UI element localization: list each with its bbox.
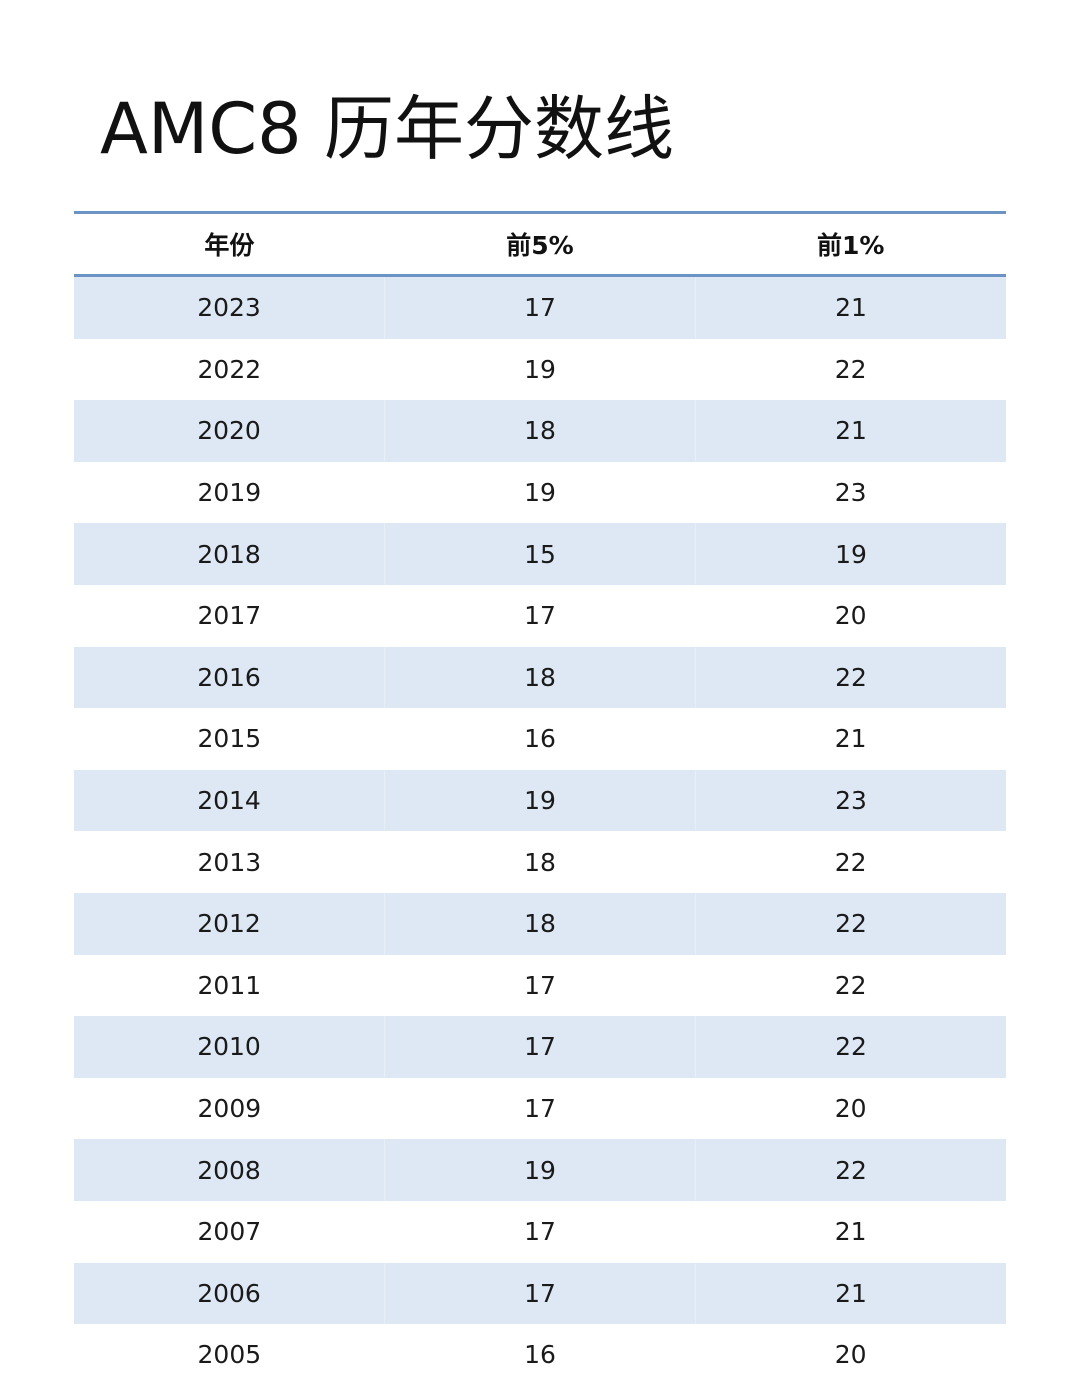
cell-top-5-percent: 17 <box>524 970 556 1000</box>
table-row: 2006 17 21 <box>74 1262 1006 1325</box>
cell-year: 2013 <box>197 847 262 877</box>
table-row: 2005 16 20 <box>74 1324 1006 1386</box>
header-top-5-percent: 前5% <box>506 231 574 260</box>
cell-top-5-percent: 18 <box>384 400 695 462</box>
cell-top-1-percent: 22 <box>695 646 1006 709</box>
table-row: 2023 17 21 <box>74 277 1006 339</box>
table-header: 年份 前5% 前1% <box>74 211 1006 277</box>
table-row: 2010 17 22 <box>74 1016 1006 1078</box>
cell-year: 2022 <box>197 354 262 384</box>
table-row: 2015 16 21 <box>74 708 1006 770</box>
cell-top-5-percent: 17 <box>384 1016 695 1078</box>
table-body: 2023 17 21 2022 19 22 2020 18 21 2019 19 23 2018 15 19… <box>74 277 1006 1386</box>
cell-top-5-percent: 17 <box>524 1094 556 1124</box>
cell-top-1-percent: 23 <box>834 478 867 508</box>
cell-year: 2023 <box>197 293 261 323</box>
cell-top-5-percent: 16 <box>524 724 556 754</box>
cell-year: 2015 <box>197 724 262 754</box>
score-table: 年份 前5% 前1% 2023 17 21 2022 19 22 2020 18 21 2019 1… <box>74 211 1006 1386</box>
cell-top-5-percent: 15 <box>384 523 695 585</box>
cell-top-5-percent: 19 <box>384 769 695 832</box>
cell-year: 2012 <box>197 909 261 939</box>
cell-year: 2005 <box>197 1340 262 1370</box>
cell-year: 2014 <box>197 786 261 816</box>
cell-top-1-percent: 21 <box>834 1217 867 1247</box>
header-year: 年份 <box>204 231 255 260</box>
cell-year: 2020 <box>197 416 261 446</box>
cell-top-5-percent: 18 <box>384 892 695 955</box>
table-row: 2009 17 20 <box>74 1078 1006 1140</box>
table-row: 2007 17 21 <box>74 1201 1006 1263</box>
table-row: 2016 18 22 <box>74 646 1006 709</box>
cell-top-5-percent: 18 <box>384 646 695 709</box>
cell-year: 2008 <box>197 1155 261 1185</box>
table-row: 2019 19 23 <box>74 462 1006 524</box>
cell-top-1-percent: 20 <box>834 601 867 631</box>
table-row: 2017 17 20 <box>74 585 1006 647</box>
cell-top-1-percent: 21 <box>695 400 1006 462</box>
cell-top-5-percent: 16 <box>524 1340 556 1370</box>
table-row: 2014 19 23 <box>74 769 1006 832</box>
cell-top-1-percent: 23 <box>695 769 1006 832</box>
table-row: 2008 19 22 <box>74 1139 1006 1201</box>
cell-top-1-percent: 20 <box>834 1094 867 1124</box>
cell-top-1-percent: 19 <box>695 523 1006 585</box>
header-top-1-percent: 前1% <box>816 231 885 260</box>
cell-top-1-percent: 22 <box>695 1139 1006 1201</box>
cell-top-1-percent: 22 <box>834 354 867 384</box>
cell-year: 2018 <box>197 539 261 569</box>
cell-top-5-percent: 19 <box>524 354 556 384</box>
cell-top-1-percent: 22 <box>695 892 1006 955</box>
cell-year: 2006 <box>197 1278 261 1308</box>
cell-year: 2009 <box>197 1094 262 1124</box>
table-row: 2013 18 22 <box>74 831 1006 893</box>
table-row: 2020 18 21 <box>74 400 1006 462</box>
cell-year: 2017 <box>197 601 262 631</box>
page-title: AMC8 历年分数线 <box>100 88 674 170</box>
cell-year: 2019 <box>197 478 262 508</box>
cell-top-1-percent: 22 <box>695 1016 1006 1078</box>
table-row: 2011 17 22 <box>74 955 1006 1017</box>
cell-top-5-percent: 17 <box>384 1262 695 1325</box>
cell-top-1-percent: 21 <box>695 1262 1006 1325</box>
cell-top-1-percent: 21 <box>695 277 1006 339</box>
cell-year: 2011 <box>197 970 262 1000</box>
cell-top-5-percent: 17 <box>524 601 556 631</box>
cell-top-5-percent: 17 <box>384 277 695 339</box>
cell-top-5-percent: 18 <box>524 847 556 877</box>
cell-top-5-percent: 17 <box>524 1217 556 1247</box>
cell-top-5-percent: 19 <box>384 1139 695 1201</box>
cell-top-1-percent: 22 <box>834 847 867 877</box>
cell-year: 2010 <box>197 1032 261 1062</box>
cell-top-1-percent: 22 <box>834 970 867 1000</box>
cell-top-5-percent: 19 <box>524 478 556 508</box>
table-row: 2012 18 22 <box>74 892 1006 955</box>
cell-top-1-percent: 20 <box>834 1340 867 1370</box>
table-row: 2022 19 22 <box>74 339 1006 401</box>
table-row: 2018 15 19 <box>74 523 1006 585</box>
cell-year: 2007 <box>197 1217 262 1247</box>
cell-year: 2016 <box>197 662 261 692</box>
cell-top-1-percent: 21 <box>834 724 867 754</box>
